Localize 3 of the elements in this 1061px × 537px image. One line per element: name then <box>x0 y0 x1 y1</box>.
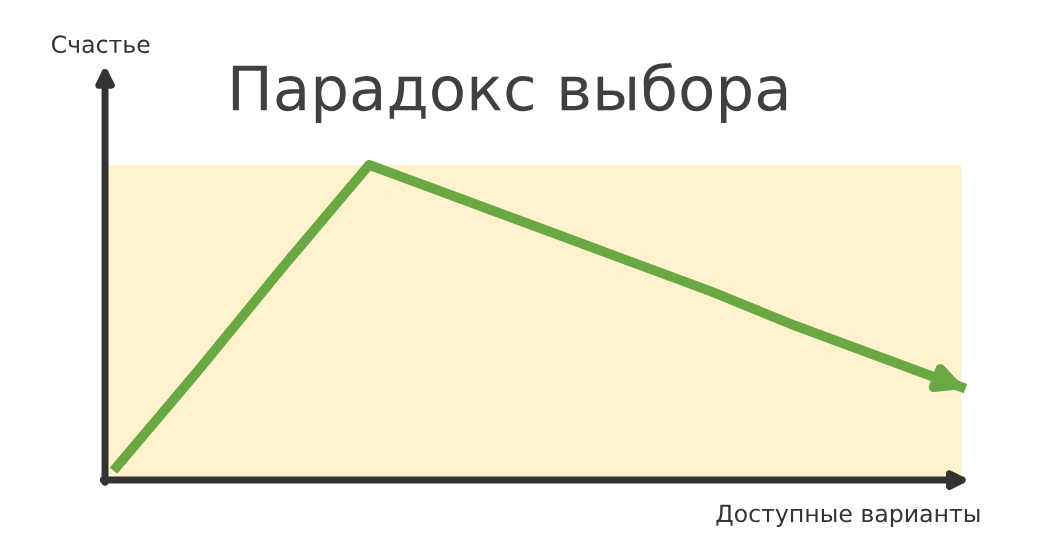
chart-title: Парадокс выбора <box>232 62 787 123</box>
x-axis-title: Доступные варианты <box>716 504 980 527</box>
y-axis-title: Счастье <box>52 35 150 54</box>
